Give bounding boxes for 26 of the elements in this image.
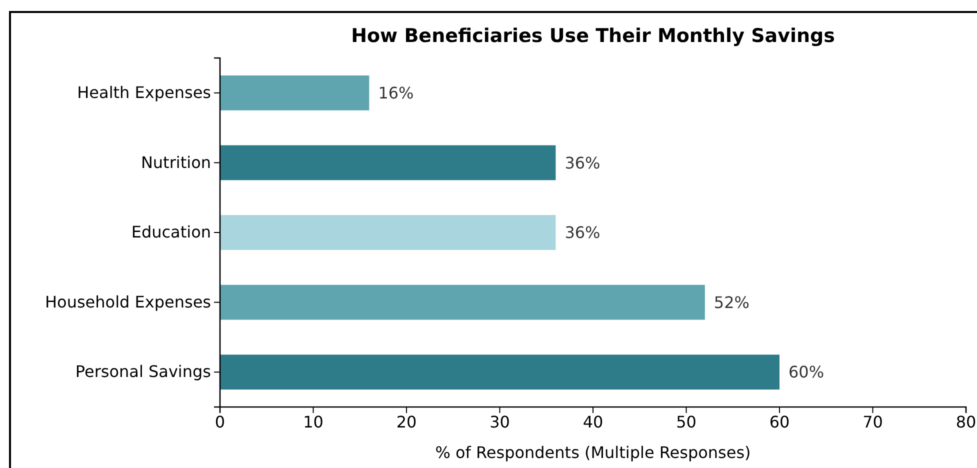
chart-title: How Beneficiaries Use Their Monthly Savings bbox=[351, 25, 835, 47]
y-tick-label: Household Expenses bbox=[45, 292, 211, 312]
data-label: 52% bbox=[714, 292, 750, 312]
x-tick-label: 30 bbox=[490, 412, 510, 432]
x-tick-label: 40 bbox=[582, 412, 604, 432]
x-tick-label: 20 bbox=[396, 412, 417, 432]
y-tick-label: Health Expenses bbox=[77, 83, 211, 102]
x-tick-label: 10 bbox=[303, 412, 324, 432]
x-tick-label: 0 bbox=[214, 412, 226, 432]
data-label: 36% bbox=[564, 153, 600, 172]
bar bbox=[220, 215, 556, 250]
y-tick-label: Personal Savings bbox=[75, 362, 211, 382]
x-tick-label: 60 bbox=[769, 412, 790, 432]
bar bbox=[220, 354, 780, 390]
x-tick-label: 50 bbox=[676, 412, 696, 432]
data-label: 16% bbox=[378, 84, 414, 102]
data-label: 36% bbox=[564, 223, 600, 242]
x-tick-label: 70 bbox=[862, 412, 883, 432]
data-label: 60% bbox=[788, 362, 824, 382]
bar bbox=[220, 75, 370, 110]
x-axis-title: % of Respondents (Multiple Responses) bbox=[435, 443, 751, 462]
bar bbox=[220, 145, 556, 180]
x-tick-label: 80 bbox=[956, 412, 976, 432]
y-tick-label: Education bbox=[131, 222, 211, 242]
bar bbox=[220, 284, 705, 320]
y-tick-label: Nutrition bbox=[140, 152, 211, 172]
